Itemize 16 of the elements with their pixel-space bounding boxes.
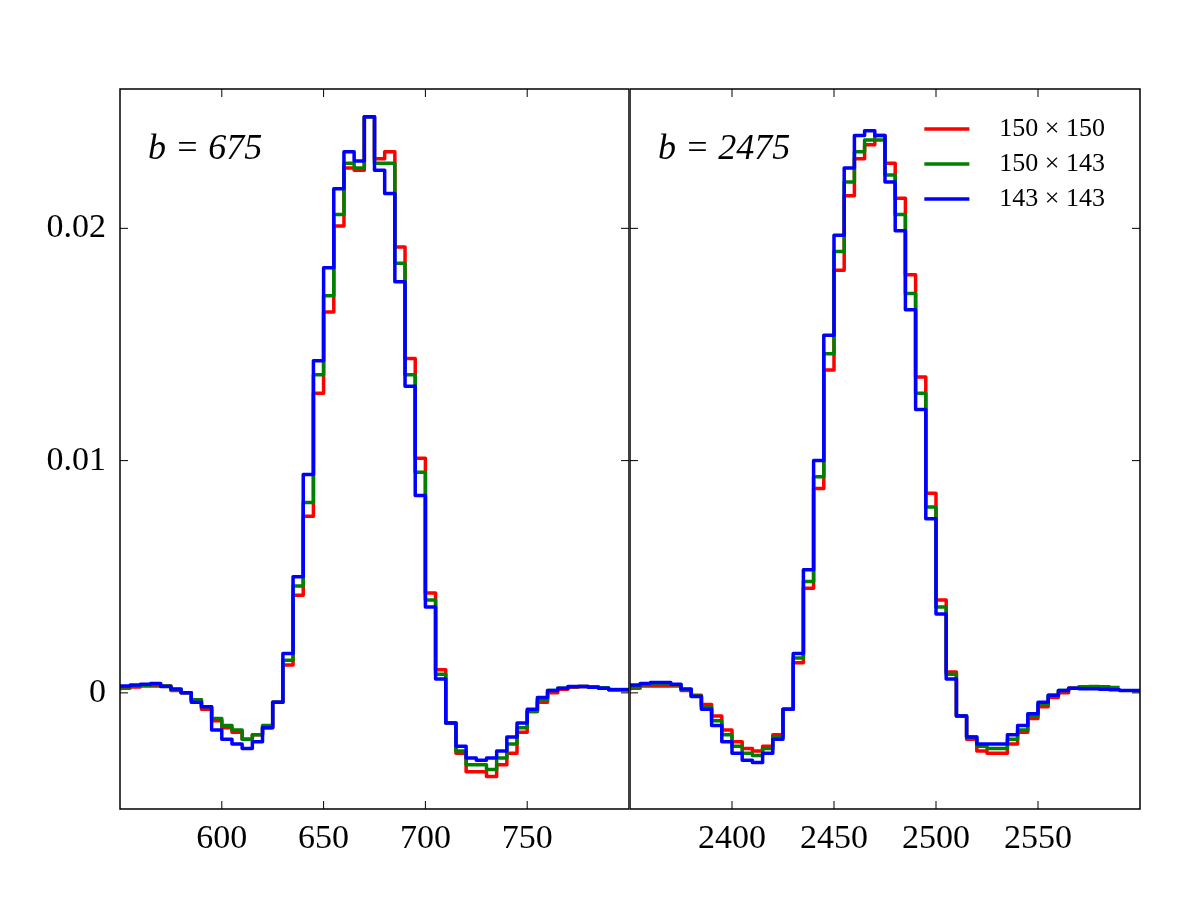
x-tick-label: 2400 (698, 818, 766, 856)
y-tick-label: 0.01 (46, 439, 106, 477)
x-tick-label: 750 (501, 818, 553, 856)
annotation: b = 675 (148, 127, 263, 167)
x-tick-label: 2550 (1004, 818, 1072, 856)
legend-label: 143 × 143 (999, 182, 1106, 212)
x-tick-label: 650 (298, 818, 350, 856)
x-tick-label: 600 (196, 818, 248, 856)
legend-label: 150 × 150 (999, 112, 1106, 142)
x-tick-label: 700 (399, 818, 451, 856)
legend-label: 150 × 143 (999, 147, 1106, 177)
y-tick-label: 0.02 (46, 207, 106, 245)
x-tick-label: 2450 (800, 818, 868, 856)
x-tick-label: 2500 (902, 818, 970, 856)
y-tick-label: 0 (89, 671, 106, 709)
annotation: b = 2475 (658, 127, 791, 167)
